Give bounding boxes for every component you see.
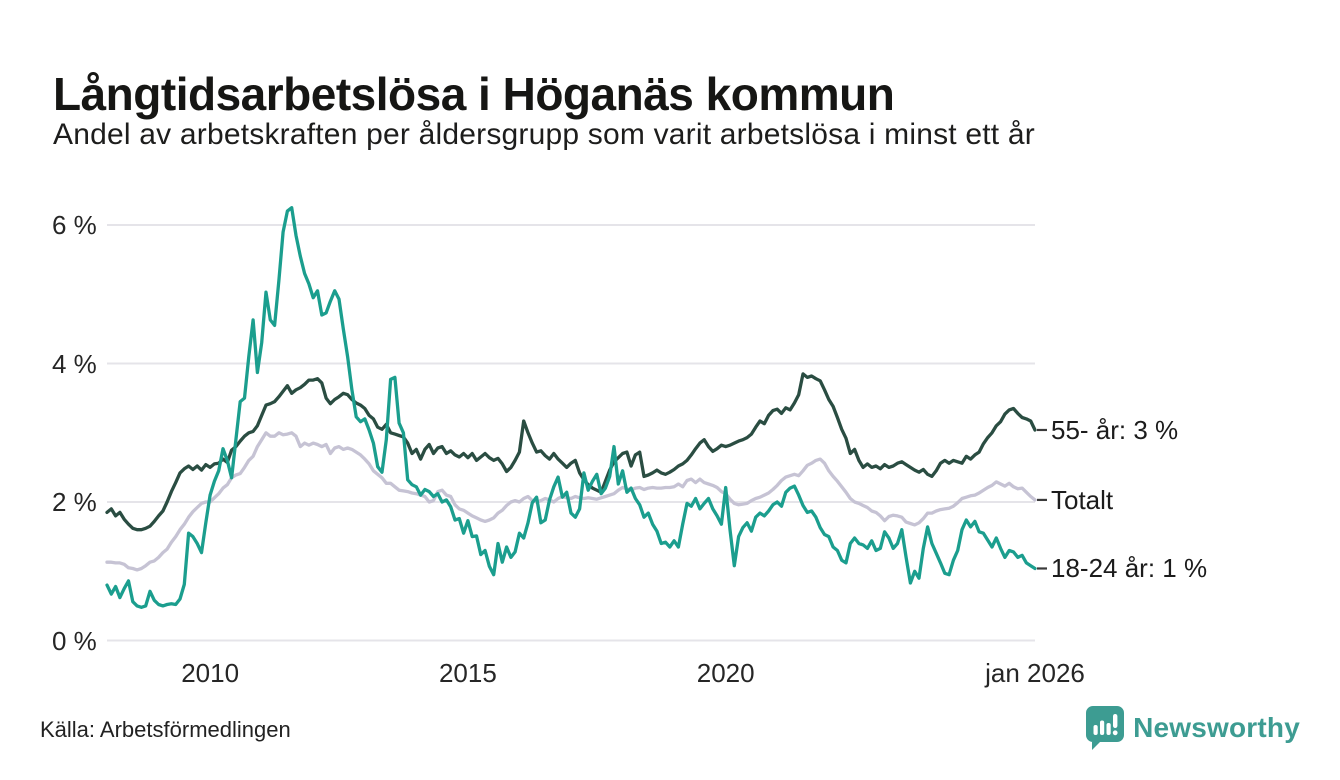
newsworthy-icon xyxy=(1086,706,1125,750)
newsworthy-wordmark: Newsworthy xyxy=(1133,712,1300,743)
source-note: Källa: Arbetsförmedlingen xyxy=(40,717,291,742)
y-tick-label: 2 % xyxy=(52,487,97,517)
y-tick-label: 4 % xyxy=(52,348,97,379)
x-tick-label: 2015 xyxy=(438,658,497,688)
newsworthy-logo: Newsworthy xyxy=(1086,706,1300,750)
series-end-label: 18-24 år: 1 % xyxy=(1051,553,1208,584)
x-tick-label: jan 2026 xyxy=(985,658,1085,688)
page-title: Långtidsarbetslösa i Höganäs kommun xyxy=(53,67,895,120)
x-tick-label: 2010 xyxy=(181,658,240,688)
y-tick-label: 6 % xyxy=(52,210,97,240)
series-end-label: Totalt xyxy=(1051,484,1114,515)
y-tick-label: 0 % xyxy=(52,625,97,656)
x-tick-label: 2020 xyxy=(696,658,755,688)
page-subtitle: Andel av arbetskraften per åldersgrupp s… xyxy=(53,118,1035,151)
series-end-label: 55- år: 3 % xyxy=(1051,414,1179,445)
